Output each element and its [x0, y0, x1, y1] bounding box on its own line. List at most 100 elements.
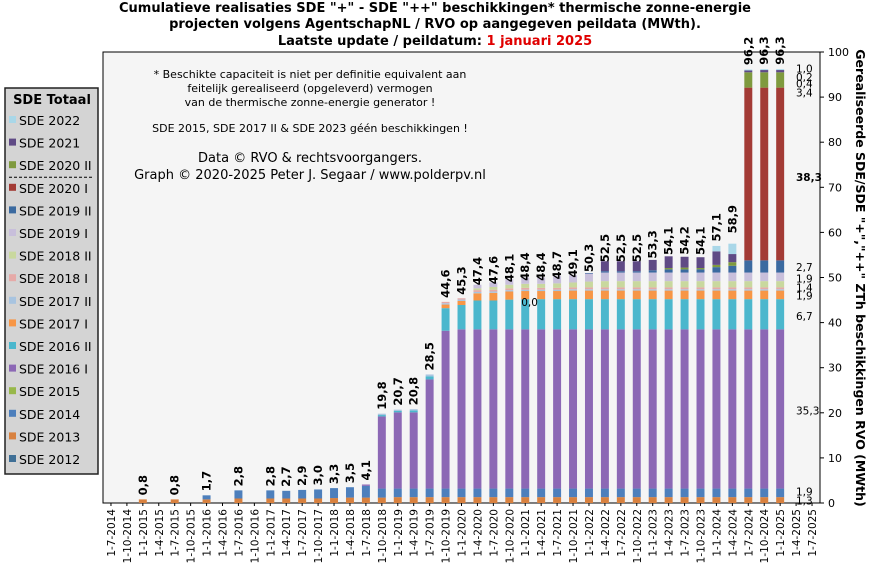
legend-swatch-sde-2016-ii	[9, 342, 16, 349]
bar-segment-sde-2016-i	[537, 329, 546, 489]
bar-segment-sde-2019-i	[712, 272, 721, 282]
total-label: 2,7	[279, 466, 293, 486]
bar-segment-sde-2021	[648, 259, 657, 271]
right-annotations-group: 1,00,20,43,438,32,71,91,41,96,735,31,91,…	[796, 64, 822, 508]
title-update-date: 1 januari 2025	[487, 34, 593, 49]
bar-segment-sde-2016-i	[441, 330, 450, 489]
bar-segment-sde-2022	[760, 69, 769, 71]
bar-segment-sde-2013	[776, 497, 785, 503]
total-label: 96,3	[757, 36, 771, 64]
bar-segment-sde-2016-ii	[632, 299, 641, 330]
bar-segment-sde-2021	[696, 257, 705, 269]
segment-annotation: 1,9	[796, 273, 813, 285]
bar-segment-sde-2017-i	[521, 291, 530, 300]
bar-segment-sde-2018-ii	[776, 281, 785, 288]
bar-segment-sde-2018-i	[521, 287, 530, 290]
segment-annotation: 1,9	[796, 291, 813, 303]
x-tick-label: 1-1-2022	[584, 509, 596, 557]
total-label: 3,0	[311, 465, 325, 485]
bar-segment-sde-2014	[569, 488, 578, 498]
bar-segment-sde-2013	[728, 497, 737, 503]
y-tick-label: 20	[828, 407, 842, 420]
x-tick-label: 1-1-2021	[520, 509, 532, 557]
legend-item-sde-2014: SDE 2014	[19, 407, 80, 422]
total-label: 57,1	[709, 213, 723, 241]
bar-segment-sde-2017-i	[648, 290, 657, 300]
total-label: 0,8	[168, 475, 182, 495]
bar-segment-sde-2017-i	[680, 290, 689, 300]
bar-segment-sde-2014	[584, 488, 593, 498]
bar-segment-sde-2016-i	[584, 329, 593, 489]
bar-segment-sde-2018-i	[632, 287, 641, 290]
total-label: 52,5	[598, 234, 612, 262]
x-tick-label: 1-1-2018	[329, 509, 341, 557]
segment-annotation: 38,3	[796, 172, 822, 184]
bar-segment-sde-2019-i	[505, 279, 514, 285]
bar-segment-sde-2019-ii	[664, 269, 673, 273]
bar-segment-sde-2018-ii	[664, 281, 673, 288]
y-tick-label: 0	[828, 497, 835, 510]
bar-segment-sde-2016-i	[632, 329, 641, 489]
x-tick-label: 1-7-2018	[361, 509, 373, 557]
bar-segment-sde-2016-ii	[776, 299, 785, 330]
x-tick-label: 1-4-2024	[727, 509, 739, 557]
bar-segment-sde-2013	[409, 497, 418, 503]
bar-segment-sde-2017-ii	[632, 289, 641, 291]
bar-segment-sde-2018-ii	[760, 281, 769, 288]
legend-item-sde-2019-ii: SDE 2019 II	[19, 203, 92, 218]
bar-segment-sde-2016-i	[728, 329, 737, 489]
legend-item-sde-2015: SDE 2015	[19, 384, 80, 399]
bar-segment-sde-2014	[632, 488, 641, 498]
bar-segment-sde-2019-ii	[696, 269, 705, 273]
legend-swatch-sde-2015	[9, 387, 16, 395]
x-tick-label: 1-10-2019	[441, 509, 453, 563]
bar-segment-sde-2019-i	[600, 272, 609, 282]
bar-segment-sde-2017-i	[569, 290, 578, 300]
bar-segment-sde-2016-i	[521, 329, 530, 489]
bar-segment-sde-2014	[600, 488, 609, 498]
bar-segment-sde-2019-i	[616, 272, 625, 282]
bar-segment-sde-2019-ii	[744, 260, 753, 273]
bar-segment-sde-2018-i	[473, 290, 482, 292]
bar-segment-sde-2014	[361, 485, 370, 498]
bar-segment-sde-2017-ii	[760, 289, 769, 291]
bar-segment-sde-2014	[776, 488, 785, 498]
bar-segment-sde-2013	[202, 499, 211, 503]
bar-segment-sde-2014	[489, 488, 498, 498]
bar-segment-sde-2021	[776, 70, 785, 73]
bar-segment-sde-2017-ii	[393, 409, 402, 411]
bar-segment-sde-2018-i	[553, 287, 562, 290]
bar-segment-sde-2017-i	[776, 290, 785, 300]
total-label: 50,3	[582, 244, 596, 272]
bar-segment-sde-2016-ii	[664, 299, 673, 330]
bar-segment-sde-2017-ii	[377, 413, 386, 416]
bar-segment-sde-2019-i	[664, 272, 673, 282]
bar-segment-sde-2014	[521, 488, 530, 498]
bar-segment-sde-2014	[314, 489, 323, 499]
bar-segment-sde-2017-i	[505, 291, 514, 300]
bar-segment-sde-2021	[760, 70, 769, 73]
bar-segment-sde-2014	[234, 490, 243, 499]
bar-segment-sde-2013	[282, 498, 291, 503]
bar-segment-sde-2014	[330, 488, 339, 499]
bar-segment-sde-2013	[377, 497, 386, 503]
x-tick-label: 1-4-2023	[664, 509, 676, 557]
total-label: 52,5	[614, 234, 628, 262]
bar-segment-sde-2018-ii	[569, 282, 578, 288]
bar-segment-sde-2019-i	[696, 272, 705, 282]
bar-segment-sde-2017-ii	[441, 303, 450, 305]
bar-segment-sde-2018-ii	[648, 281, 657, 288]
total-label: 48,4	[518, 252, 532, 280]
total-label: 96,2	[741, 37, 755, 65]
bar-segment-sde-2020-ii	[728, 262, 737, 266]
bar-segment-sde-2021	[712, 251, 721, 265]
bar-segment-sde-2014	[616, 488, 625, 498]
bar-segment-sde-2019-ii	[632, 271, 641, 273]
bar-segment-sde-2016-i	[553, 329, 562, 489]
bar-segment-sde-2017-ii	[776, 289, 785, 291]
bar-segment-sde-2019-i	[569, 275, 578, 283]
bar-segment-sde-2020-i	[776, 87, 785, 261]
bar-segment-sde-2019-ii	[648, 270, 657, 273]
total-label: 49,1	[566, 249, 580, 277]
bar-segment-sde-2016-ii	[505, 299, 514, 330]
